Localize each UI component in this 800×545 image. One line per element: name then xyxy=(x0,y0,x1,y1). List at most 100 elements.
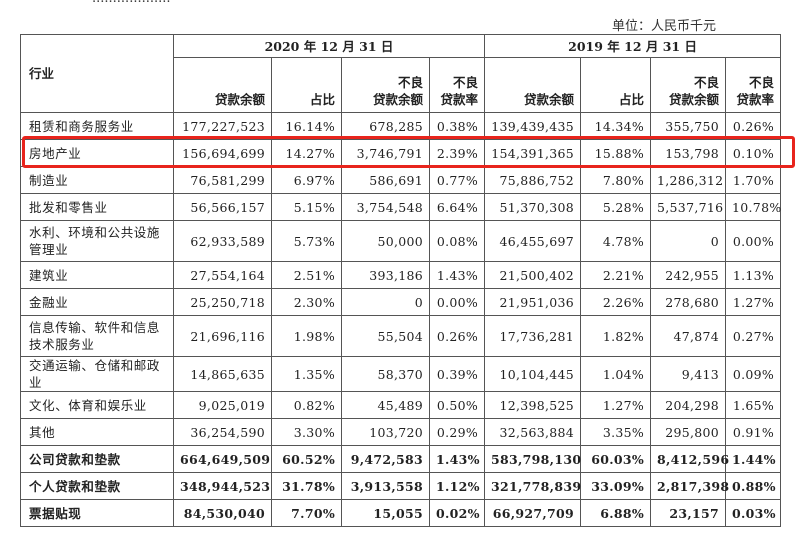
value-cell: 0.00% xyxy=(725,220,782,262)
industry-cell: 金融业 xyxy=(20,288,174,316)
value-cell: 1.27% xyxy=(580,391,652,419)
period-2020-header: 2020 年 12 月 31 日 xyxy=(172,34,486,58)
value-cell: 31.78% xyxy=(271,472,342,500)
industry-cell: 文化、体育和娱乐业 xyxy=(20,391,174,419)
value-cell: 7.80% xyxy=(580,166,652,194)
value-cell: 3,746,791 xyxy=(341,139,430,167)
value-cell: 0.27% xyxy=(725,315,782,357)
value-cell: 51,370,308 xyxy=(484,193,582,221)
industry-cell: 租赁和商务服务业 xyxy=(20,112,174,140)
value-cell: 321,778,839 xyxy=(484,472,582,500)
value-cell: 0.29% xyxy=(428,418,486,446)
value-cell: 2.21% xyxy=(580,261,652,289)
value-cell: 3.30% xyxy=(271,418,342,446)
value-cell: 154,391,365 xyxy=(484,139,582,167)
value-cell: 1.98% xyxy=(271,315,342,357)
value-cell: 5.73% xyxy=(271,220,342,262)
npl-ratio-2019-header: 不良 贷款率 xyxy=(725,57,782,113)
truncated-top-text: ................... xyxy=(92,0,171,6)
value-cell: 6.97% xyxy=(271,166,342,194)
value-cell: 2.30% xyxy=(271,288,342,316)
value-cell: 0.00% xyxy=(428,288,486,316)
value-cell: 84,530,040 xyxy=(173,499,272,527)
value-cell: 1.13% xyxy=(725,261,782,289)
value-cell: 10.78% xyxy=(725,193,781,221)
value-cell: 76,581,299 xyxy=(173,166,272,194)
value-cell: 1.27% xyxy=(725,288,782,316)
value-cell: 393,186 xyxy=(341,261,430,289)
npl-balance-2020-header: 不良 贷款余额 xyxy=(341,57,430,113)
value-cell: 242,955 xyxy=(650,261,727,289)
value-cell: 278,680 xyxy=(650,288,727,316)
value-cell: 33.09% xyxy=(580,472,652,500)
value-cell: 1.44% xyxy=(725,445,782,473)
value-cell: 348,944,523 xyxy=(173,472,272,500)
value-cell: 3,913,558 xyxy=(341,472,430,500)
loan-balance-2020-header: 贷款余额 xyxy=(173,57,272,113)
value-cell: 23,157 xyxy=(650,499,727,527)
value-cell: 295,800 xyxy=(650,418,727,446)
value-cell: 4.78% xyxy=(580,220,652,262)
industry-cell: 其他 xyxy=(20,418,174,446)
table-row: 交通运输、仓储和邮政业 14,865,635 1.35% 58,370 0.39% 10,… xyxy=(20,356,782,392)
value-cell: 3,754,548 xyxy=(341,193,430,221)
value-cell: 14.27% xyxy=(271,139,342,167)
value-cell: 2.39% xyxy=(428,139,486,167)
value-cell: 0.38% xyxy=(428,112,486,140)
value-cell: 586,691 xyxy=(341,166,430,194)
value-cell: 5.28% xyxy=(580,193,652,221)
value-cell: 17,736,281 xyxy=(484,315,582,357)
value-cell: 1.04% xyxy=(580,356,652,392)
table-row: 票据贴现 84,530,040 7.70% 15,055 0.02% 66,927,709… xyxy=(20,499,782,527)
industry-cell: 建筑业 xyxy=(20,261,174,289)
value-cell: 0 xyxy=(650,220,727,262)
value-cell: 1.70% xyxy=(725,166,782,194)
industry-cell: 房地产业 xyxy=(20,139,174,167)
value-cell: 139,439,435 xyxy=(484,112,582,140)
value-cell: 2.51% xyxy=(271,261,342,289)
value-cell: 0.77% xyxy=(428,166,486,194)
table-row: 建筑业 27,554,164 2.51% 393,186 1.43% 21,500,402… xyxy=(20,261,782,289)
table-row: 公司贷款和垫款 664,649,509 60.52% 9,472,583 1.43% 58… xyxy=(20,445,782,473)
value-cell: 6.88% xyxy=(580,499,652,527)
value-cell: 15,055 xyxy=(341,499,430,527)
value-cell: 6.64% xyxy=(428,193,486,221)
value-cell: 9,472,583 xyxy=(341,445,430,473)
share-2019-header: 占比 xyxy=(580,57,652,113)
value-cell: 62,933,589 xyxy=(173,220,272,262)
value-cell: 21,696,116 xyxy=(173,315,272,357)
value-cell: 10,104,445 xyxy=(484,356,582,392)
value-cell: 0.08% xyxy=(428,220,486,262)
table-row: 水利、环境和公共设施管理业 62,933,589 5.73% 50,000 0.08% 4… xyxy=(20,220,782,262)
value-cell: 50,000 xyxy=(341,220,430,262)
value-cell: 14.34% xyxy=(580,112,652,140)
industry-cell: 制造业 xyxy=(20,166,174,194)
value-cell: 8,412,596 xyxy=(650,445,729,473)
value-cell: 1,286,312 xyxy=(650,166,727,194)
value-cell: 103,720 xyxy=(341,418,430,446)
table-row: 文化、体育和娱乐业 9,025,019 0.82% 45,489 0.50% 12,398… xyxy=(20,391,782,419)
value-cell: 678,285 xyxy=(341,112,430,140)
value-cell: 45,489 xyxy=(341,391,430,419)
value-cell: 21,500,402 xyxy=(484,261,582,289)
value-cell: 56,566,157 xyxy=(173,193,272,221)
industry-loan-table: 行业 2020 年 12 月 31 日 2019 年 12 月 31 日 贷款余… xyxy=(20,34,781,527)
value-cell: 58,370 xyxy=(341,356,430,392)
value-cell: 21,951,036 xyxy=(484,288,582,316)
industry-cell: 交通运输、仓储和邮政业 xyxy=(20,356,174,392)
table-row: 房地产业 156,694,699 14.27% 3,746,791 2.39% 154,3… xyxy=(20,139,782,167)
value-cell: 0.91% xyxy=(725,418,782,446)
loan-balance-2019-header: 贷款余额 xyxy=(484,57,582,113)
value-cell: 0.03% xyxy=(725,499,782,527)
value-cell: 55,504 xyxy=(341,315,430,357)
value-cell: 355,750 xyxy=(650,112,727,140)
value-cell: 0.09% xyxy=(725,356,782,392)
value-cell: 5,537,716 xyxy=(650,193,727,221)
value-cell: 0.88% xyxy=(725,472,782,500)
industry-header: 行业 xyxy=(20,34,174,113)
value-cell: 0.02% xyxy=(428,499,486,527)
unit-label: 单位：人民币千元 xyxy=(611,19,716,34)
value-cell: 27,554,164 xyxy=(173,261,272,289)
value-cell: 0.50% xyxy=(428,391,486,419)
share-2020-header: 占比 xyxy=(271,57,342,113)
